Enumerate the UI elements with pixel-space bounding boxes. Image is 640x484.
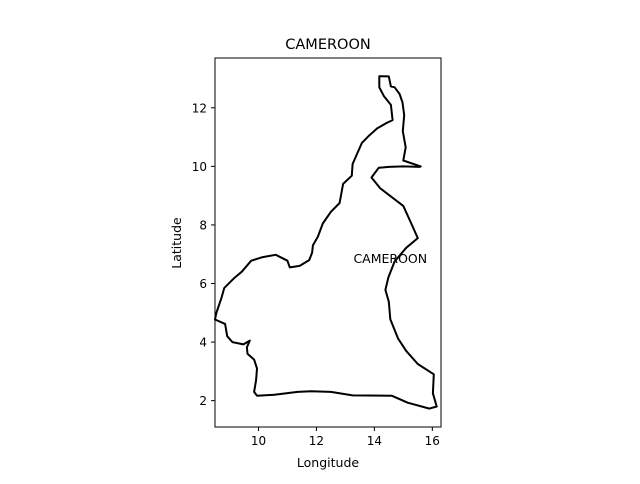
x-tick-label: 10 [251,434,266,448]
y-tick-label: 8 [199,218,207,232]
y-tick-label: 4 [199,336,207,350]
x-axis-label: Longitude [297,455,359,470]
country-label: CAMEROON [353,251,427,266]
x-tick-label: 14 [367,434,382,448]
x-tick-label: 12 [309,434,324,448]
y-tick-label: 12 [192,101,207,115]
x-ticks: 10 12 14 16 [251,427,440,448]
axes-spine [214,57,442,428]
y-tick-label: 6 [199,277,207,291]
y-tick-label: 2 [199,394,207,408]
x-tick-label: 16 [425,434,440,448]
axes-frame [214,57,442,428]
chart-title: CAMEROON [285,37,370,53]
y-tick-label: 10 [192,160,207,174]
country-outline-layer [214,75,438,410]
country-outline [214,75,438,410]
y-ticks: 2 4 6 8 10 12 [192,101,215,408]
y-axis-label: Latitude [169,217,184,269]
